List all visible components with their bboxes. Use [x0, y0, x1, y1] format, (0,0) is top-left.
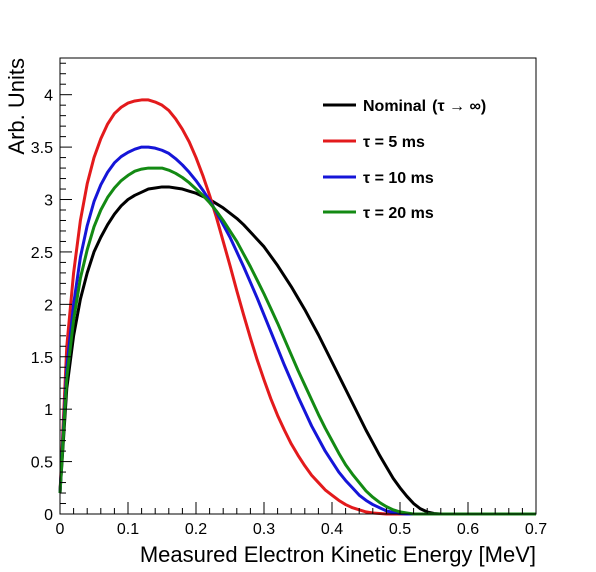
legend-label-2: τ = 10 ms: [363, 170, 434, 187]
y-axis: 0 0.5 1 1.5 2 2.5 3 3.5 4: [31, 62, 72, 524]
x-tick-label: 0.6: [457, 521, 479, 538]
legend: Nominal (τ → ∞) τ = 5 ms τ = 10 ms τ = 20 ms: [323, 98, 486, 222]
legend-label-1: τ = 5 ms: [363, 134, 425, 151]
x-axis-title: Measured Electron Kinetic Energy [MeV]: [140, 542, 536, 567]
y-tick-label: 4: [44, 88, 53, 105]
x-tick-label: 0.4: [321, 521, 343, 538]
y-tick-label: 3: [44, 193, 53, 210]
y-tick-label: 0: [44, 507, 53, 524]
x-tick-label: 0.1: [117, 521, 139, 538]
x-tick-label: 0: [56, 521, 65, 538]
legend-label-3: τ = 20 ms: [363, 205, 434, 222]
plot-frame: [59, 57, 537, 515]
legend-label-0: Nominal (τ → ∞): [363, 98, 486, 115]
y-tick-label: 2.5: [31, 245, 53, 262]
y-tick-label: 1.5: [31, 350, 53, 367]
y-tick-label: 0.5: [31, 455, 53, 472]
y-tick-label: 3.5: [31, 140, 53, 157]
x-tick-label: 0.3: [253, 521, 275, 538]
x-tick-label: 0.2: [185, 521, 207, 538]
x-tick-label: 0.5: [389, 521, 411, 538]
y-tick-label: 1: [44, 402, 53, 419]
y-tick-label: 2: [44, 297, 53, 314]
x-axis: 0 0.1 0.2 0.3 0.4 0.5 0.6 0.7: [56, 502, 547, 538]
y-axis-title: Arb. Units: [4, 58, 29, 155]
x-tick-label: 0.7: [525, 521, 547, 538]
